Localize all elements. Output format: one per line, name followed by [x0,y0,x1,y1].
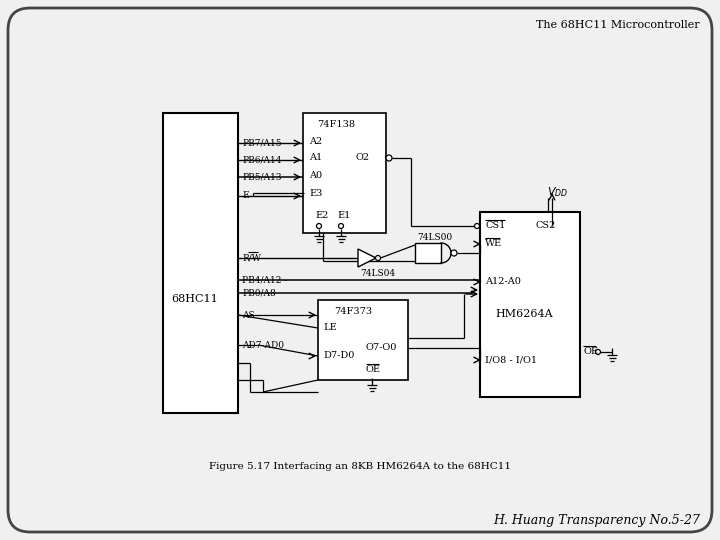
Bar [303,113,386,233]
Text: E2: E2 [315,211,328,219]
Text: PB5/A13: PB5/A13 [242,172,282,181]
Text: Figure 5.17 Interfacing an 8KB HM6264A to the 68HC11: Figure 5.17 Interfacing an 8KB HM6264A t… [209,462,511,471]
Text: CS2: CS2 [535,221,555,231]
Text: A2: A2 [309,137,323,145]
Bar [163,113,238,413]
Text: AS: AS [242,310,255,320]
Text: H. Huang Transparency No.5-27: H. Huang Transparency No.5-27 [493,514,700,527]
Circle shape [474,224,480,228]
Text: 74F138: 74F138 [317,120,355,129]
Polygon shape [358,249,376,267]
Bar [318,300,408,380]
Text: PB4/A12 -: PB4/A12 - [242,275,287,285]
Text: O7-O0: O7-O0 [366,343,397,353]
Text: HM6264A: HM6264A [495,309,553,319]
Circle shape [451,250,457,256]
Text: E: E [242,192,248,200]
Text: O2: O2 [355,153,369,163]
Text: E3: E3 [309,188,323,198]
Text: D7-D0: D7-D0 [323,352,354,361]
Circle shape [338,224,343,228]
Text: R/W: R/W [242,253,261,262]
Text: PB6/A14: PB6/A14 [242,156,282,165]
Circle shape [386,155,392,161]
FancyBboxPatch shape [8,8,712,532]
Text: OE: OE [366,366,381,375]
Text: CS1: CS1 [485,221,505,231]
Circle shape [317,224,322,228]
Text: 74F373: 74F373 [334,307,372,316]
Bar [415,243,441,263]
Text: I/O8 - I/O1: I/O8 - I/O1 [485,355,537,364]
Text: A12-A0: A12-A0 [485,278,521,287]
Bar [480,212,580,397]
Text: The 68HC11 Microcontroller: The 68HC11 Microcontroller [536,20,700,30]
Text: 74LS00: 74LS00 [417,233,452,241]
Text: 74LS04: 74LS04 [360,268,395,278]
Text: A1: A1 [309,153,323,163]
Text: A0: A0 [309,171,322,179]
Circle shape [376,255,380,260]
Text: PB0/A8: PB0/A8 [242,288,276,298]
Circle shape [595,349,600,354]
Text: 68HC11: 68HC11 [171,294,217,304]
Text: OE: OE [583,348,598,356]
Text: $V_{DD}$: $V_{DD}$ [547,185,568,199]
Text: AD7-AD0: AD7-AD0 [242,341,284,349]
Text: WE: WE [485,240,502,248]
Text: E1: E1 [337,211,351,219]
Text: LE: LE [323,323,337,333]
Text: PB7/A15: PB7/A15 [242,138,282,147]
